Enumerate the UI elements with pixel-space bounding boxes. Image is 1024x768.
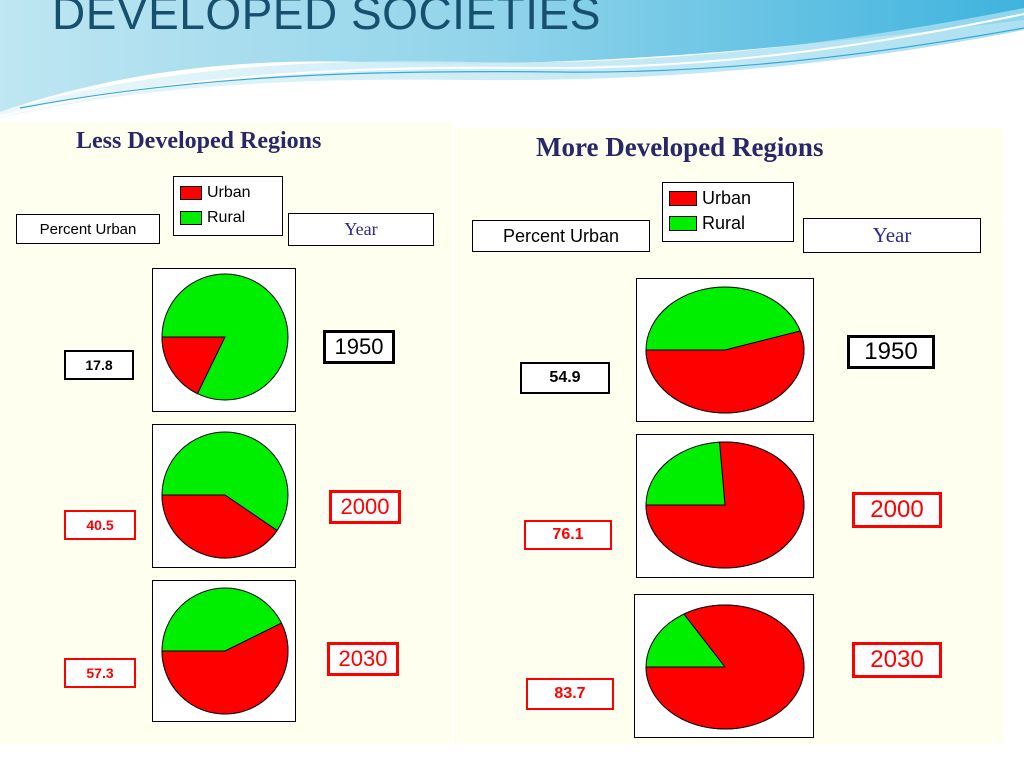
pie-chart-1950	[161, 273, 289, 401]
percent-value-2000: 76.1	[524, 520, 612, 550]
legend-label-urban: Urban	[702, 188, 752, 208]
legend: Urban Rural	[173, 176, 283, 236]
pie-chart-2000	[161, 431, 289, 559]
percent-value-2000: 40.5	[64, 510, 136, 540]
panel-less-developed: Less Developed Regions Urban Rural Perce…	[0, 122, 452, 744]
slide-title: DEVELOPED SOCIETIES	[52, 0, 601, 39]
percent-urban-header: Percent Urban	[472, 220, 650, 252]
legend-item-rural: Rural	[180, 205, 276, 230]
legend-label-urban: Urban	[207, 183, 251, 201]
legend-item-urban: Urban	[669, 186, 787, 211]
panel-more-developed: More Developed Regions Urban Rural Perce…	[454, 128, 1004, 744]
pie-frame-2000	[636, 434, 814, 578]
header-swoosh-decoration	[0, 0, 1024, 120]
legend-item-urban: Urban	[180, 180, 276, 205]
percent-value-1950: 54.9	[520, 362, 610, 394]
urban-slice	[645, 330, 805, 414]
panel-title: More Developed Regions	[536, 132, 824, 162]
urban-slice	[161, 622, 289, 715]
urban-slice	[645, 604, 805, 730]
legend: Urban Rural	[662, 182, 794, 242]
year-label-2030: 2030	[852, 642, 942, 678]
legend-item-rural: Rural	[669, 211, 787, 236]
urban-slice	[161, 336, 226, 395]
year-header: Year	[288, 213, 434, 246]
urban-swatch	[669, 191, 697, 206]
urban-slice	[645, 441, 805, 569]
pie-frame-2030	[152, 580, 296, 722]
percent-value-1950: 17.8	[64, 350, 134, 380]
percent-value-2030: 57.3	[64, 658, 136, 688]
urban-slice	[161, 494, 278, 559]
rural-swatch	[669, 216, 697, 231]
percent-value-2030: 83.7	[526, 678, 614, 710]
legend-label-rural: Rural	[207, 208, 246, 226]
year-label-2000: 2000	[852, 492, 942, 528]
year-header: Year	[803, 218, 981, 253]
rural-swatch	[180, 210, 202, 225]
year-label-2030: 2030	[327, 642, 399, 676]
pie-chart-2030	[645, 604, 805, 730]
pie-chart-2030	[161, 587, 289, 715]
pie-frame-1950	[636, 278, 814, 422]
pie-frame-1950	[152, 268, 296, 412]
pie-frame-2000	[152, 424, 296, 568]
pie-chart-2000	[645, 441, 805, 569]
urban-swatch	[180, 185, 202, 200]
legend-label-rural: Rural	[702, 213, 746, 233]
year-label-2000: 2000	[329, 490, 401, 524]
year-label-1950: 1950	[323, 330, 395, 364]
percent-urban-header: Percent Urban	[16, 214, 160, 244]
pie-frame-2030	[634, 594, 814, 738]
panel-title: Less Developed Regions	[76, 128, 322, 154]
pie-chart-1950	[645, 286, 805, 414]
year-label-1950: 1950	[847, 335, 935, 369]
